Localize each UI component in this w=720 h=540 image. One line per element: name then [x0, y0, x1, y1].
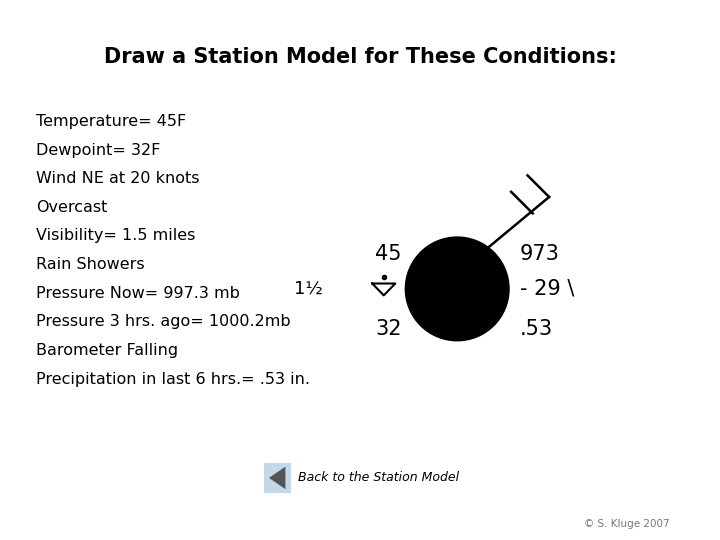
Text: Precipitation in last 6 hrs.= .53 in.: Precipitation in last 6 hrs.= .53 in. [36, 372, 310, 387]
Text: Rain Showers: Rain Showers [36, 257, 145, 272]
Text: 45: 45 [375, 244, 402, 264]
Text: 32: 32 [375, 319, 402, 340]
Bar [264, 463, 291, 492]
Text: Temperature= 45F: Temperature= 45F [36, 114, 186, 129]
Text: 1½: 1½ [294, 280, 323, 298]
Ellipse shape [405, 237, 509, 341]
Text: Wind NE at 20 knots: Wind NE at 20 knots [36, 171, 199, 186]
Text: Back to the Station Model: Back to the Station Model [298, 471, 459, 484]
Text: Visibility= 1.5 miles: Visibility= 1.5 miles [36, 228, 195, 244]
Text: Dewpoint= 32F: Dewpoint= 32F [36, 143, 161, 158]
Text: .53: .53 [520, 319, 553, 340]
Text: Pressure 3 hrs. ago= 1000.2mb: Pressure 3 hrs. ago= 1000.2mb [36, 314, 291, 329]
Text: Pressure Now= 997.3 mb: Pressure Now= 997.3 mb [36, 286, 240, 301]
Text: © S. Kluge 2007: © S. Kluge 2007 [584, 519, 670, 529]
Text: Barometer Falling: Barometer Falling [36, 343, 178, 358]
Text: Draw a Station Model for These Conditions:: Draw a Station Model for These Condition… [104, 46, 616, 67]
Text: Overcast: Overcast [36, 200, 107, 215]
Text: - 29 \: - 29 \ [520, 279, 575, 299]
Polygon shape [269, 467, 285, 489]
Text: 973: 973 [520, 244, 559, 264]
